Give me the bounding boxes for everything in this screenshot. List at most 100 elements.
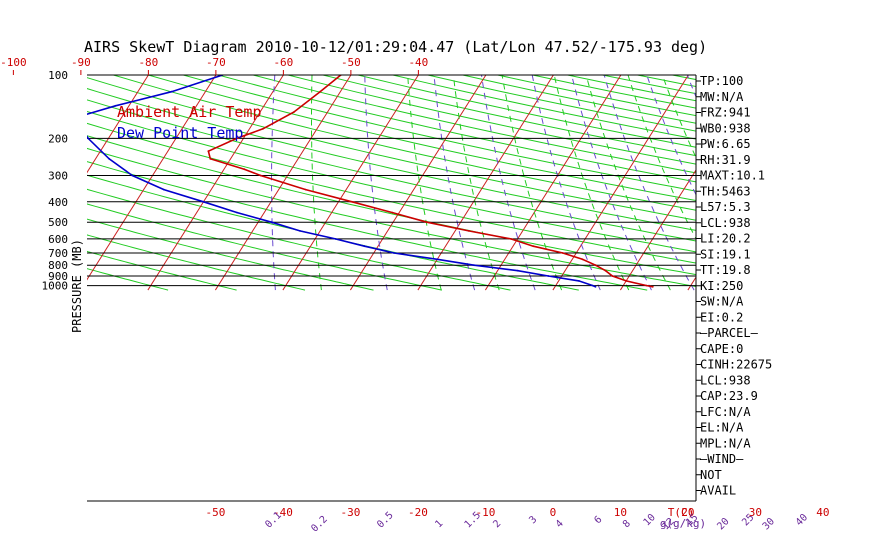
dew-point-point xyxy=(87,137,90,140)
ambient-temp-point xyxy=(262,127,264,130)
dew-point-point xyxy=(163,188,165,191)
pressure-tick-label: 800 xyxy=(48,259,68,272)
dew-point-point xyxy=(591,284,594,287)
ambient-temp-point xyxy=(581,258,584,261)
ambient-temp-point xyxy=(426,221,428,224)
index-item: PW:6.65 xyxy=(700,137,751,151)
dry-adiabat xyxy=(87,110,696,253)
dry-adiabat xyxy=(87,234,306,291)
top-tick-label: -70 xyxy=(206,56,226,69)
index-item: EI:0.2 xyxy=(700,310,743,324)
top-tick-label: -80 xyxy=(138,56,158,69)
dry-adiabat xyxy=(87,88,696,231)
index-item: CAP:23.9 xyxy=(700,389,758,403)
isotherm xyxy=(619,169,696,291)
mixing-ratio-label: 40 xyxy=(794,512,810,528)
dew-point-point xyxy=(108,157,110,160)
isotherm xyxy=(755,75,870,290)
top-tick-label: -50 xyxy=(341,56,361,69)
ambient-temp-point xyxy=(209,157,212,160)
isotherm xyxy=(282,75,419,291)
mixing-ratio-label: 2 xyxy=(491,518,503,530)
mixing-ratio-line xyxy=(271,75,276,291)
mixing-ratio-line xyxy=(585,75,671,291)
legend: Ambient Air Temp Dew Point Temp xyxy=(117,103,262,142)
mixing-ratio-line xyxy=(553,75,630,291)
dry-adiabat xyxy=(87,250,237,291)
index-item: —WIND— xyxy=(700,452,744,466)
pressure-tick-label: 600 xyxy=(48,233,68,246)
isotherm xyxy=(87,75,149,174)
index-item: TT:19.8 xyxy=(700,263,751,277)
isotherm xyxy=(147,75,284,291)
isotherm xyxy=(0,75,13,290)
dry-adiabat xyxy=(87,147,696,288)
index-item: TH:5463 xyxy=(700,184,751,198)
ambient-temp-point xyxy=(467,230,470,232)
mixing-ratio-label: 4 xyxy=(554,518,566,530)
isotherm xyxy=(417,75,554,291)
index-item: LFC:N/A xyxy=(700,405,751,419)
bottom-tick-label: 20 xyxy=(681,506,694,519)
mixing-ratio-label: 8 xyxy=(621,518,633,530)
index-item: CINH:22675 xyxy=(700,358,772,372)
mixing-ratio-line xyxy=(364,75,388,291)
top-tick-label: -90 xyxy=(71,56,91,69)
mixing-ratio-line xyxy=(571,75,652,291)
ambient-temp-point xyxy=(611,275,614,277)
mixing-ratio-line xyxy=(407,75,442,291)
index-item: SW:N/A xyxy=(700,295,744,309)
index-item: MW:N/A xyxy=(700,90,744,104)
index-item: WB0:938 xyxy=(700,121,751,135)
mixing-ratio-line xyxy=(452,75,500,291)
ambient-temp-point xyxy=(391,211,394,214)
dew-point-point xyxy=(114,104,117,107)
bottom-tick-label: 10 xyxy=(614,506,627,519)
ambient-temp-point xyxy=(532,245,535,248)
ambient-temp-point xyxy=(625,280,628,282)
ambient-temp-point xyxy=(304,188,307,191)
dry-adiabat xyxy=(87,203,443,291)
index-item: LI:20.2 xyxy=(700,232,751,246)
index-item: LCL:938 xyxy=(700,373,751,387)
pressure-tick-label: 700 xyxy=(48,247,68,260)
mixing-ratio-label: 0.5 xyxy=(375,510,396,531)
dry-adiabat xyxy=(87,161,648,291)
ambient-temp-point xyxy=(351,200,353,203)
dry-adiabat xyxy=(87,174,579,291)
chart-title: AIRS SkewT Diagram 2010-10-12/01:29:04.4… xyxy=(84,38,707,56)
bottom-tick-label: 0 xyxy=(550,506,557,519)
y-axis-label: PRESSURE (MB) xyxy=(70,239,84,333)
top-tick-label: -40 xyxy=(408,56,428,69)
index-item: RH:31.9 xyxy=(700,153,751,167)
dew-point-point xyxy=(393,252,395,254)
dew-point-point xyxy=(334,238,337,240)
mixing-ratio-line xyxy=(627,75,696,240)
top-tick-label: -100 xyxy=(0,56,27,69)
ambient-temp-point xyxy=(561,252,564,254)
mixing-ratio-label: 0.2 xyxy=(309,514,330,535)
dew-point-point xyxy=(547,275,550,277)
mixing-ratio-line xyxy=(311,75,322,291)
pressure-tick-label: 500 xyxy=(48,216,68,229)
bottom-tick-label: -50 xyxy=(205,506,225,519)
mixing-ratio-label: 10 xyxy=(642,512,658,528)
ambient-temp-point xyxy=(243,168,246,171)
index-item: TP:100 xyxy=(700,74,743,88)
mixing-ratio-line xyxy=(501,75,563,291)
index-item: L57:5.3 xyxy=(700,200,751,214)
dew-point-line xyxy=(87,75,596,288)
ambient-temp-point xyxy=(319,90,321,93)
pressure-tick-label: 400 xyxy=(48,196,68,209)
pressure-tick-label: 200 xyxy=(48,132,68,145)
dew-point-point xyxy=(594,285,597,288)
ambient-temp-point xyxy=(292,111,295,113)
dew-point-point xyxy=(436,258,439,261)
isotherm xyxy=(552,75,689,291)
dry-adiabat xyxy=(148,75,696,202)
sounding-series xyxy=(87,75,654,288)
ambient-temp-point xyxy=(604,269,607,272)
ambient-temp-point xyxy=(594,264,597,267)
pressure-tick-label: 900 xyxy=(48,270,68,283)
